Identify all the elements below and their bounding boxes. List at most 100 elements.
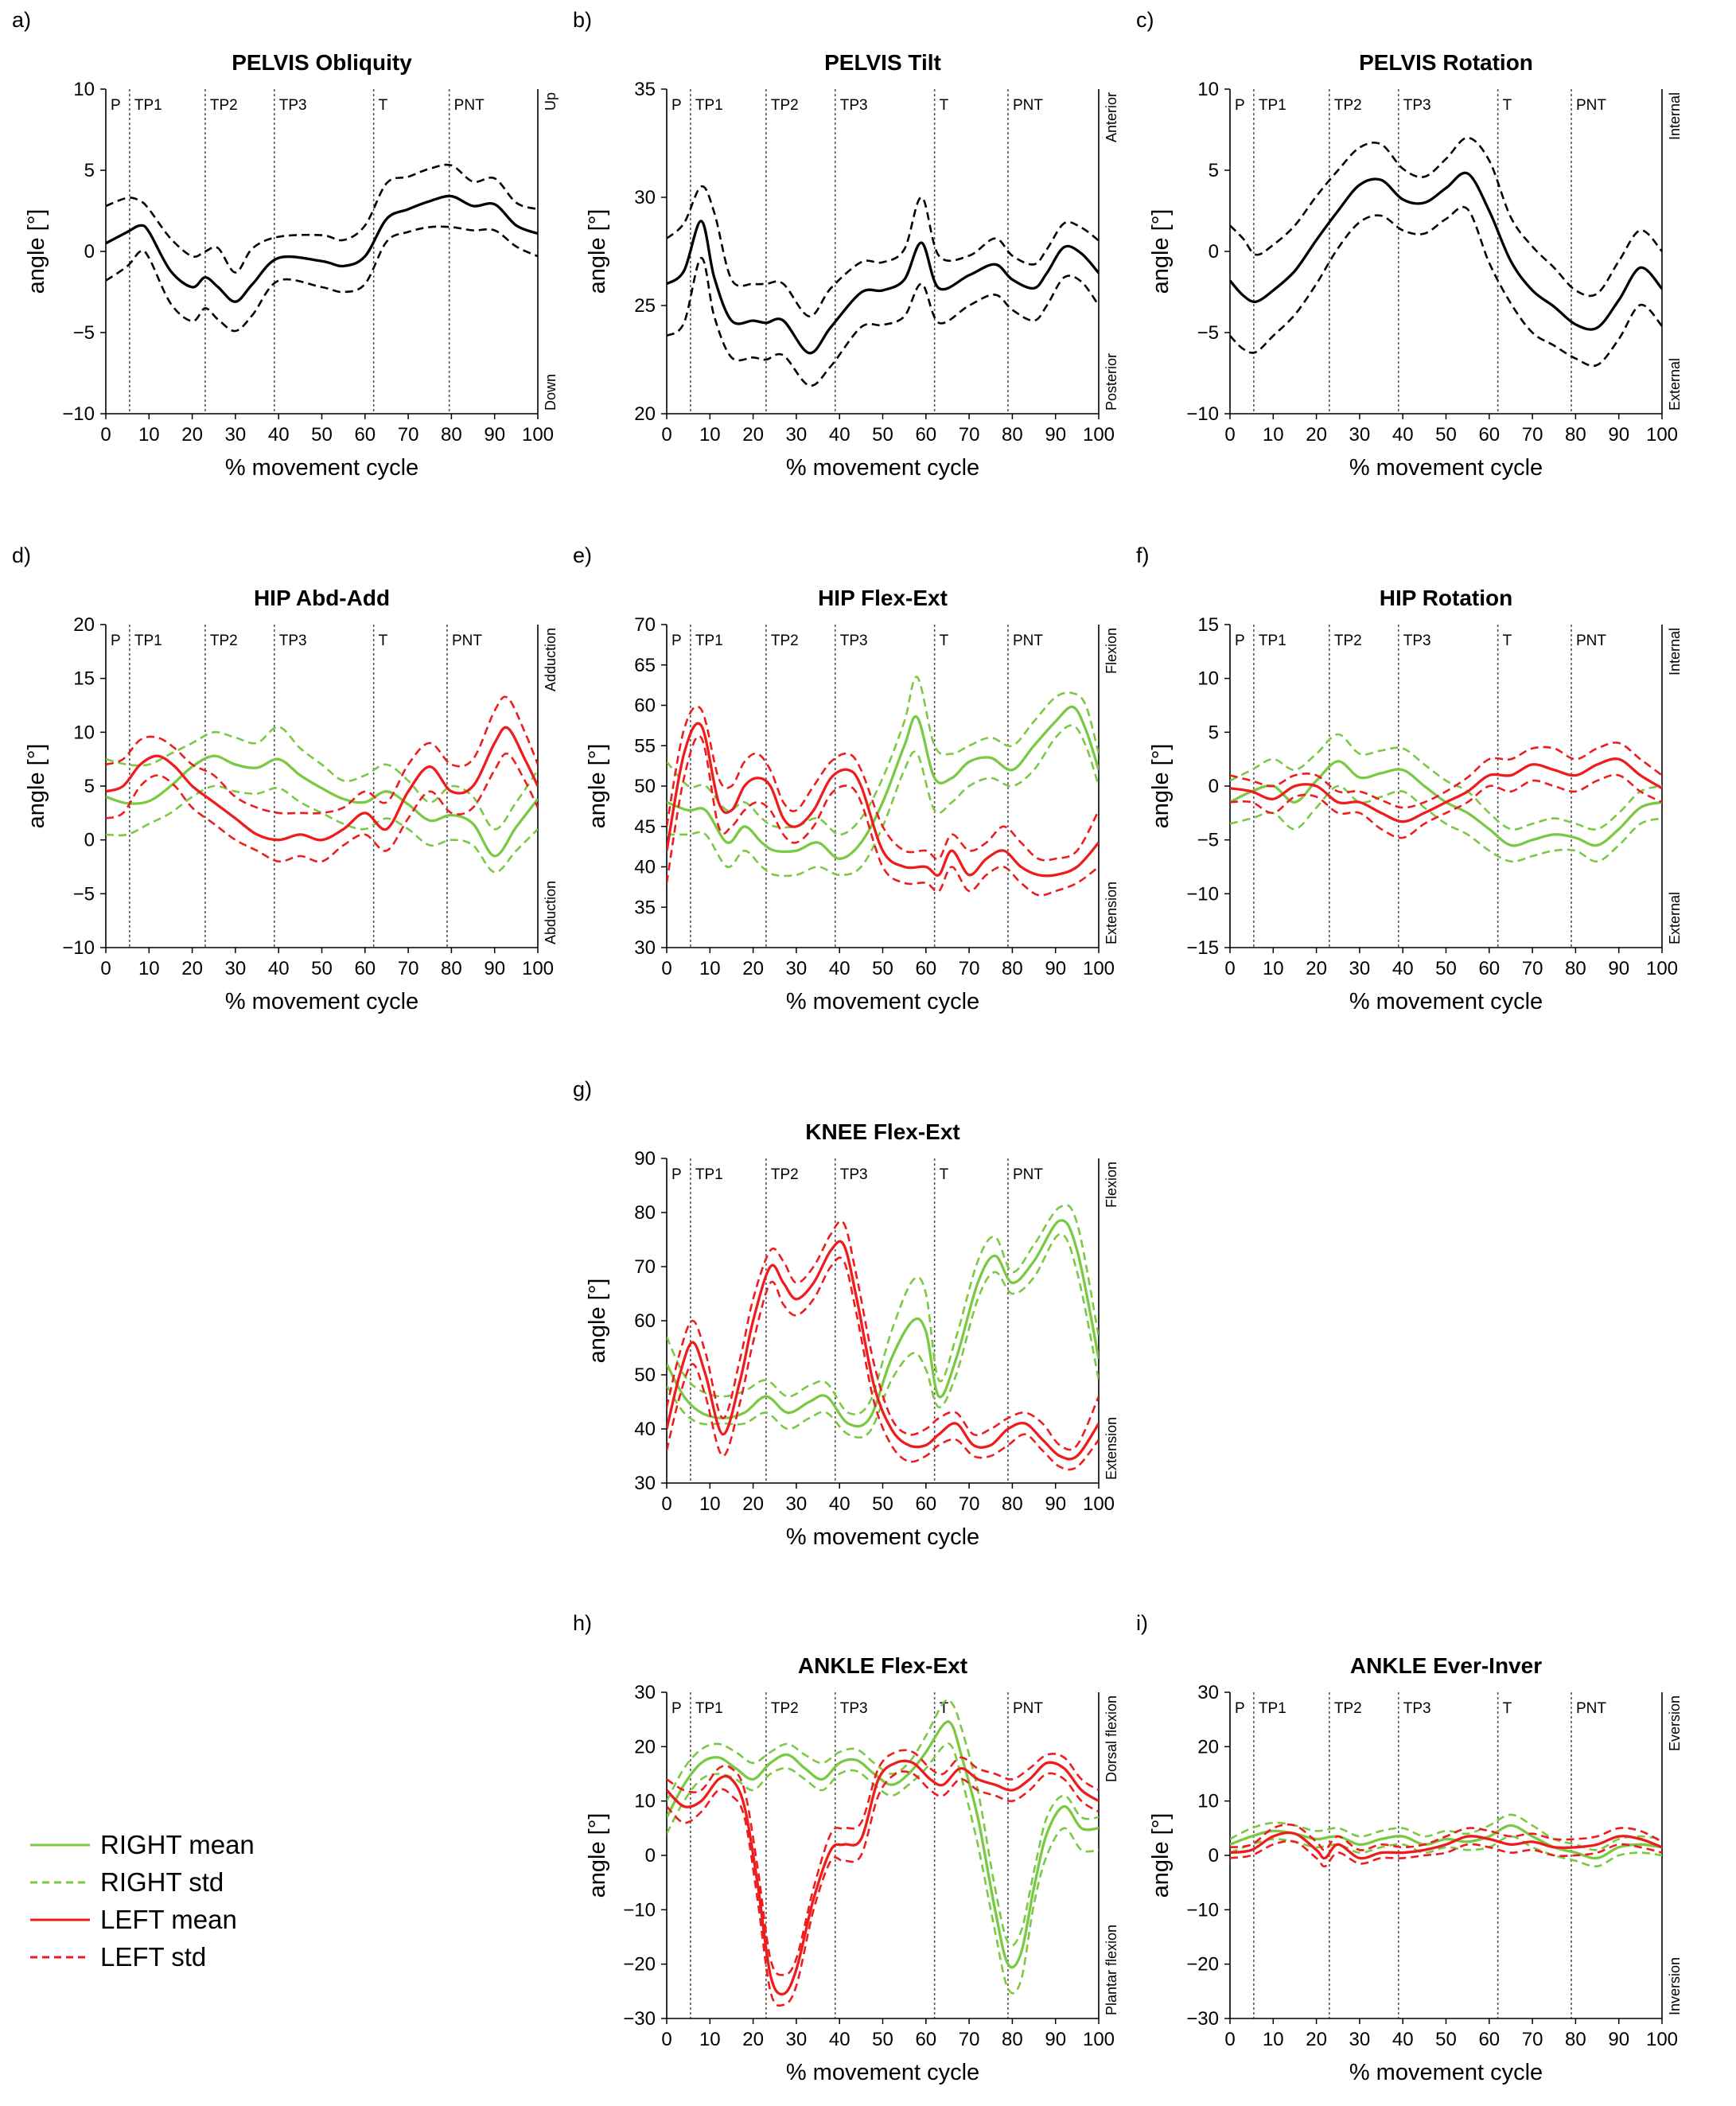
x-tick-label: 30 [786,2029,808,2050]
x-tick-label: 70 [959,958,980,979]
x-tick-label: 100 [1083,424,1115,446]
panel-g: g) KNEE Flex-Ext P TP1 TP2 TP3 T PNT 0 10 20 30 40 50… [573,1077,1119,1550]
series-right-mean [667,1219,1099,1428]
x-tick-label: 10 [699,958,721,979]
x-tick-label: 40 [1392,2029,1414,2050]
x-tick-label: 0 [661,2029,671,2050]
x-tick-label: 80 [1565,2029,1586,2050]
y-tick-label: 45 [634,816,656,838]
phase-label: TP1 [695,1700,723,1717]
y-tick-label: 40 [634,857,656,878]
x-tick-label: 80 [1002,424,1023,446]
y-tick-label: 60 [634,695,656,717]
y-axis-label: angle [°] [1148,209,1174,294]
series-left [667,705,1099,897]
x-axis-label: % movement cycle [1349,455,1543,481]
y-tick-label: 15 [73,668,95,690]
y-tick-label: 25 [634,295,656,317]
series-single [106,163,538,333]
phase-label: T [379,97,388,114]
x-tick-label: 20 [742,2029,764,2050]
x-tick-label: 70 [398,958,419,979]
x-tick-label: 0 [100,958,111,979]
y-tick-label: 30 [634,187,656,208]
x-tick-label: 20 [1306,2029,1327,2050]
x-tick-label: 30 [1349,958,1371,979]
x-tick-label: 70 [398,424,419,446]
y-axis-label: angle [°] [585,1279,610,1364]
direction-top-label: Up [543,92,559,111]
panel-letter: g) [573,1077,592,1101]
chart-title: ANKLE Ever-Inver [1350,1653,1542,1678]
x-tick-label: 0 [1224,424,1235,446]
x-axis-label: % movement cycle [786,455,979,481]
series-single-upper-std [1230,136,1662,298]
x-tick-label: 50 [872,958,893,979]
series-right-lower-std [667,1742,1099,1995]
series-right-upper-std [1230,1813,1662,1851]
series-left-upper-std [667,1749,1099,1976]
phase-label: PNT [1013,97,1043,114]
x-axis-label: % movement cycle [225,455,418,481]
series-left-upper-std [106,695,538,815]
x-tick-label: 40 [1392,424,1414,446]
phase-label: TP2 [1334,1700,1362,1717]
y-tick-label: −10 [62,937,95,959]
y-tick-label: 30 [1197,1682,1219,1703]
x-tick-label: 60 [915,424,936,446]
phase-label: P [671,1700,682,1717]
series-single-lower-std [1230,206,1662,368]
phase-label: P [111,633,121,649]
phase-label: T [1503,1700,1512,1717]
series-layer [667,1204,1099,1471]
y-tick-label: −20 [623,1954,656,1976]
series-left [667,1749,1099,2007]
y-tick-label: −10 [1186,883,1219,905]
y-tick-label: 5 [84,160,95,181]
y-tick-label: 50 [634,1364,656,1386]
phase-label: TP2 [771,1700,799,1717]
x-tick-label: 30 [225,958,247,979]
series-single [1230,136,1662,368]
phase-label: TP2 [771,1166,799,1183]
x-axis-label: % movement cycle [225,989,418,1014]
x-tick-label: 10 [699,2029,721,2050]
phase-label: TP1 [134,97,162,114]
direction-bottom-label: Extension [1103,1417,1119,1480]
y-tick-label: 50 [634,776,656,797]
phase-label: T [940,1166,949,1183]
x-tick-label: 20 [181,958,203,979]
series-layer [1230,136,1662,368]
series-right [667,1204,1099,1439]
y-tick-label: −10 [1186,403,1219,425]
phase-label: TP1 [1259,97,1286,114]
phase-label: PNT [1013,633,1043,649]
y-tick-label: 90 [634,1148,656,1170]
phase-label: T [940,633,949,649]
y-tick-label: 80 [634,1202,656,1224]
y-tick-label: −5 [1197,830,1219,851]
x-tick-label: 100 [522,424,554,446]
chart-title: HIP Flex-Ext [818,586,948,610]
y-tick-label: 10 [1197,668,1219,690]
x-tick-label: 50 [311,424,333,446]
legend-label: RIGHT std [100,1867,224,1897]
series-single-upper-std [667,185,1099,317]
phase-label: PNT [454,97,485,114]
chart-title: ANKLE Flex-Ext [798,1653,967,1678]
y-tick-label: 65 [634,655,656,676]
y-tick-label: 20 [73,614,95,636]
x-tick-label: 0 [661,958,671,979]
series-layer [667,185,1099,387]
x-tick-label: 0 [661,1493,671,1515]
x-tick-label: 80 [1002,1493,1023,1515]
y-tick-label: 10 [1197,79,1219,100]
series-right [1230,1813,1662,1868]
x-tick-label: 40 [829,424,850,446]
x-tick-label: 0 [100,424,111,446]
direction-top-label: Flexion [1103,628,1119,674]
x-tick-label: 40 [829,958,850,979]
phase-label: TP2 [210,633,238,649]
y-tick-label: −10 [1186,1899,1219,1921]
